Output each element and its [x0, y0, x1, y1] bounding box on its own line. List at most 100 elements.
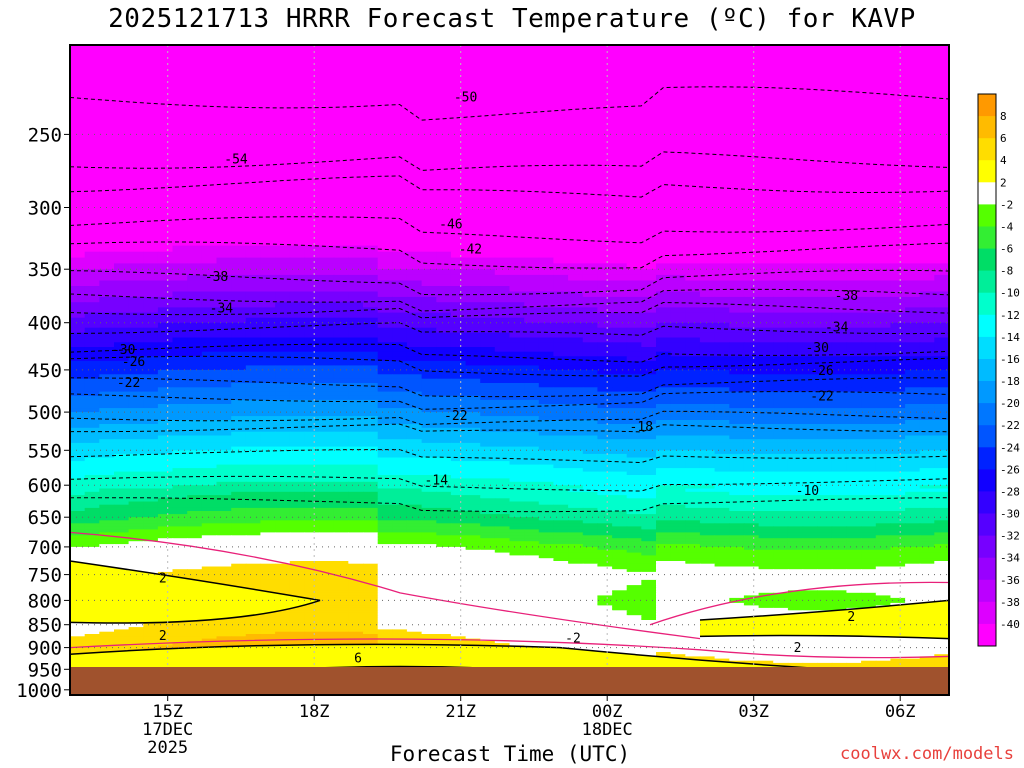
band-cell [187, 327, 203, 334]
band-cell [773, 150, 789, 159]
band-cell [157, 416, 174, 421]
band-cell [275, 263, 291, 270]
band-cell [348, 134, 364, 143]
band-cell [509, 172, 525, 181]
band-cell [172, 269, 188, 276]
band-cell [99, 280, 115, 287]
band-cell [582, 332, 599, 339]
band-cell [187, 391, 203, 397]
band-cell [934, 431, 949, 437]
band-cell [421, 374, 437, 380]
band-cell [465, 74, 481, 84]
band-cell [626, 475, 642, 479]
band-cell [509, 471, 525, 476]
band-cell [363, 296, 379, 303]
band-cell [597, 150, 613, 159]
band-cell [99, 399, 115, 405]
band-cell [480, 356, 496, 362]
band-cell [597, 337, 613, 343]
band-cell [890, 424, 906, 429]
band-cell [392, 412, 408, 417]
band-cell [612, 54, 628, 66]
band-cell [275, 374, 291, 380]
band-cell [729, 395, 745, 401]
band-cell [377, 391, 393, 397]
band-cell [831, 453, 848, 459]
band-cell [890, 251, 906, 259]
band-cell [612, 356, 628, 362]
band-cell [568, 220, 584, 228]
band-cell [143, 356, 159, 362]
band-cell [626, 172, 642, 181]
band-cell [861, 291, 877, 298]
band-cell [670, 193, 686, 202]
band-cell [304, 239, 320, 247]
band-cell [114, 435, 130, 440]
band-cell [377, 378, 393, 384]
band-cell [875, 45, 892, 56]
band-cell [626, 471, 642, 476]
band-cell [216, 446, 232, 451]
band-cell [406, 457, 423, 462]
band-cell [890, 488, 906, 493]
band-cell [128, 179, 144, 188]
band-cell [743, 337, 760, 343]
band-cell [934, 478, 949, 483]
band-cell [406, 464, 423, 469]
band-cell [216, 327, 232, 334]
band-cell [670, 399, 686, 405]
band-cell [817, 64, 833, 75]
band-cell [216, 488, 232, 493]
band-cell [70, 109, 86, 119]
band-cell [670, 365, 686, 371]
band-cell [70, 471, 86, 476]
band-cell [114, 172, 130, 181]
band-cell [480, 450, 496, 455]
band-cell [377, 251, 393, 259]
band-cell [392, 404, 408, 409]
band-cell [289, 233, 306, 241]
band-cell [465, 165, 481, 174]
band-cell [846, 322, 862, 329]
band-cell [670, 83, 686, 93]
band-cell [685, 399, 701, 405]
band-cell [465, 468, 481, 473]
band-cell [201, 391, 218, 397]
band-cell [905, 327, 921, 334]
band-cell [817, 207, 833, 215]
band-cell [509, 431, 525, 437]
band-cell [128, 74, 144, 84]
band-cell [333, 269, 349, 276]
band-cell [670, 307, 686, 314]
band-cell [363, 435, 379, 440]
band-cell [641, 227, 657, 234]
band-cell [187, 431, 203, 437]
band-cell [553, 468, 569, 473]
band-cell [934, 83, 949, 93]
band-cell [436, 200, 452, 208]
band-cell [128, 395, 144, 401]
band-cell [861, 220, 877, 228]
band-cell [699, 214, 716, 222]
band-cell [626, 207, 642, 215]
band-cell [626, 337, 642, 343]
band-cell [861, 404, 877, 409]
band-cell [875, 64, 892, 75]
band-cell [289, 157, 306, 166]
band-cell [787, 461, 804, 466]
band-cell [348, 395, 364, 401]
band-cell [509, 327, 525, 334]
band-cell [524, 442, 540, 448]
band-cell [524, 74, 540, 84]
band-cell [538, 439, 555, 444]
band-cell [260, 263, 276, 270]
band-cell [568, 374, 584, 380]
band-cell [670, 142, 686, 151]
band-cell [494, 239, 511, 247]
band-cell [714, 92, 730, 102]
band-cell [905, 286, 921, 293]
band-cell [802, 179, 818, 188]
band-cell [187, 471, 203, 476]
band-cell [699, 269, 716, 276]
band-cell [377, 280, 393, 287]
